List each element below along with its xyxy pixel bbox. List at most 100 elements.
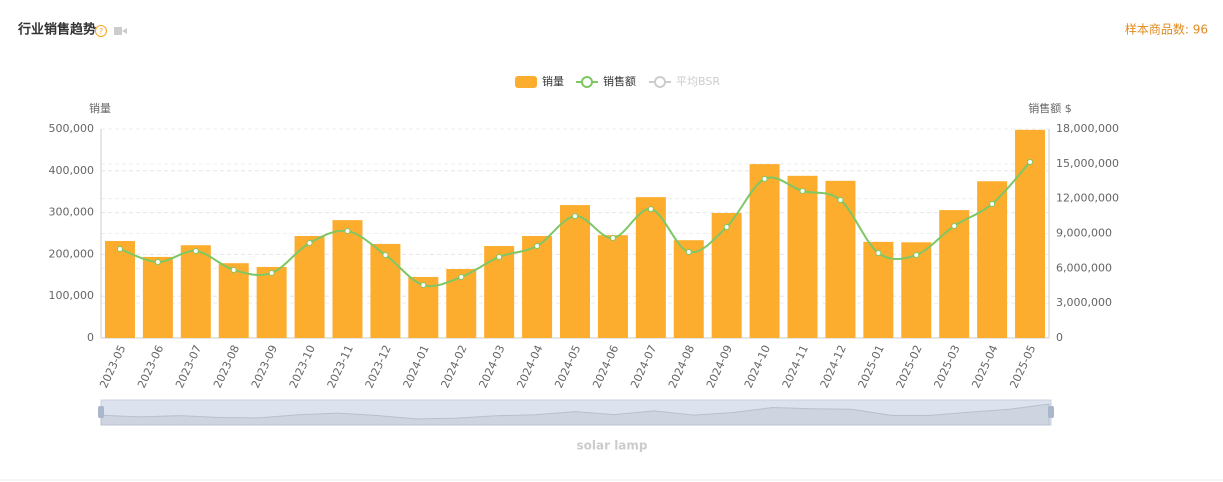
bar: [787, 175, 818, 338]
x-tick-label: 2024-05: [552, 343, 583, 390]
legend-swatch: [581, 76, 593, 88]
x-tick-label: 2024-06: [590, 343, 621, 390]
bar: [522, 236, 553, 338]
x-tick-label: 2024-12: [818, 343, 849, 390]
bar: [825, 180, 856, 338]
x-tick-label: 2024-09: [704, 343, 735, 390]
y-tick-label: 500,000: [49, 122, 95, 135]
line-point: [534, 243, 541, 250]
y-tick-label: 400,000: [49, 164, 95, 177]
line-point: [913, 251, 920, 258]
bar: [597, 235, 628, 338]
line-point: [382, 251, 389, 258]
x-tick-label: 2024-10: [742, 343, 773, 390]
x-tick-label: 2023-12: [363, 343, 394, 390]
y2-tick-label: 3,000,000: [1056, 296, 1112, 309]
x-tick-label: 2024-11: [780, 343, 811, 390]
bar: [673, 240, 704, 338]
line-point: [420, 282, 427, 289]
help-icon-mark: ?: [99, 27, 103, 36]
line-point: [572, 213, 578, 220]
bar: [939, 210, 970, 338]
line-point: [609, 235, 616, 242]
x-tick-label: 2024-03: [476, 343, 507, 390]
line-point: [268, 269, 275, 276]
line-point: [154, 258, 161, 265]
zoom-handle[interactable]: [1048, 406, 1054, 418]
chart-title: 行业销售趋势: [17, 22, 96, 38]
line-point: [1027, 158, 1034, 165]
x-tick-label: 2023-08: [211, 343, 242, 390]
bar: [370, 243, 401, 338]
line-point: [875, 250, 882, 257]
line-point: [192, 248, 199, 255]
bar: [560, 205, 590, 338]
x-tick-label: 2023-07: [173, 343, 204, 390]
x-tick-label: 2023-11: [325, 343, 356, 390]
bar: [635, 197, 666, 338]
x-tick-label: 2023-05: [97, 343, 128, 390]
x-tick-label: 2023-10: [287, 343, 318, 390]
video-icon-lens: [122, 28, 127, 34]
x-tick-label: 2025-05: [1007, 343, 1038, 390]
line-point: [723, 223, 730, 230]
bar: [332, 220, 363, 338]
line-point: [837, 197, 844, 204]
line-point: [951, 222, 958, 229]
bar: [180, 245, 211, 338]
bar: [294, 236, 325, 338]
legend-swatch: [654, 76, 666, 88]
legend-label[interactable]: 销量: [542, 74, 564, 88]
bar: [104, 241, 135, 338]
x-tick-label: 2025-02: [894, 343, 925, 390]
x-tick-label: 2024-07: [628, 343, 659, 390]
line-point: [647, 206, 654, 213]
y2-tick-label: 9,000,000: [1056, 227, 1112, 240]
y-tick-label: 300,000: [49, 206, 95, 219]
y-tick-label: 0: [87, 331, 94, 344]
y2-axis-title: 销售额 $: [1028, 101, 1072, 115]
y2-tick-label: 0: [1056, 331, 1063, 344]
bar: [863, 241, 894, 338]
line-point: [761, 175, 768, 182]
x-tick-label: 2024-01: [401, 343, 432, 390]
line-point: [685, 248, 692, 255]
caption: solar lamp: [577, 439, 648, 453]
sample-count: 样本商品数: 96: [1125, 22, 1208, 37]
y-tick-label: 200,000: [49, 247, 95, 260]
legend-label[interactable]: 平均BSR: [676, 75, 720, 88]
video-icon[interactable]: [114, 27, 122, 35]
y2-tick-label: 15,000,000: [1056, 157, 1119, 170]
line-point: [989, 201, 996, 208]
y2-tick-label: 12,000,000: [1056, 192, 1119, 205]
line-point: [458, 274, 465, 281]
line-point: [306, 240, 313, 247]
x-tick-label: 2024-08: [666, 343, 697, 390]
bar: [256, 266, 287, 338]
bar: [142, 256, 173, 338]
x-tick-label: 2025-03: [931, 343, 962, 390]
legend-swatch: [515, 76, 537, 88]
line-point: [799, 188, 806, 195]
zoom-preview: [100, 403, 1050, 426]
x-tick-label: 2025-01: [856, 343, 887, 390]
y-axis-title: 销量: [89, 101, 111, 115]
x-tick-label: 2023-06: [135, 343, 166, 390]
line-point: [496, 253, 503, 260]
help-icon[interactable]: [95, 25, 107, 37]
x-tick-label: 2024-04: [514, 343, 545, 390]
bar: [977, 181, 1008, 338]
y-tick-label: 100,000: [49, 289, 95, 302]
x-tick-label: 2024-02: [438, 343, 469, 390]
line-point: [230, 266, 237, 273]
line-point: [344, 228, 351, 235]
x-tick-label: 2023-09: [249, 343, 280, 390]
bar: [749, 164, 780, 338]
legend-label[interactable]: 销售额: [603, 74, 636, 88]
y2-tick-label: 6,000,000: [1056, 261, 1112, 274]
zoom-handle[interactable]: [98, 406, 104, 418]
line-point: [116, 246, 123, 253]
bar: [218, 263, 249, 338]
bar: [711, 213, 742, 338]
